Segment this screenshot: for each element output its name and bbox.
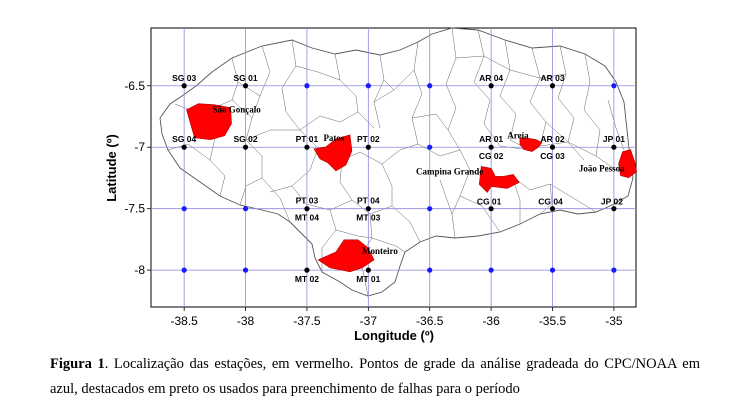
used-grid-point <box>488 83 494 89</box>
grid-point <box>304 83 310 89</box>
grid-point <box>611 83 617 89</box>
station-label-patos: Patos <box>323 133 344 143</box>
station-map: São Gonçalo Patos Areia Campina Grande João … <box>104 27 637 343</box>
y-axis-title: Latitude (º) <box>104 134 119 202</box>
grid-point <box>427 83 433 89</box>
used-grid-point <box>181 83 187 89</box>
x-tick-label: -35.5 <box>539 314 567 328</box>
point-label-pt-02: PT 02 <box>357 134 380 144</box>
x-tick-label: -38.5 <box>170 314 198 328</box>
grid-point <box>242 206 249 212</box>
used-grid-point <box>549 206 556 212</box>
y-tick-label: -7 <box>134 140 145 154</box>
station-area-campina-grande <box>478 166 520 193</box>
grid-point <box>181 267 187 273</box>
grid-point <box>427 144 433 150</box>
point-label-ar-01: AR 01 <box>479 134 503 144</box>
axis-ticks: -38.5 -38 -37.5 -37 -36.5 -36 -35.5 -35 -6.5 -7 -7… <box>124 79 623 328</box>
used-grid-point <box>611 144 617 150</box>
station-label-campina-grande: Campina Grande <box>416 166 483 176</box>
grid-points <box>181 83 617 273</box>
used-grid-point <box>242 144 249 150</box>
used-grid-point <box>549 144 556 150</box>
point-label-cg-03: CG 03 <box>540 151 565 161</box>
figure-caption: Figura 1. Localização das estações, em v… <box>50 352 700 402</box>
used-grid-point <box>181 144 187 150</box>
grid-point <box>549 267 556 273</box>
state-outline <box>159 27 634 297</box>
used-grid-point <box>488 206 494 212</box>
point-labels: SG 03 SG 01 AR 04 AR 03 SG 04 SG 02 PT 01 PT 02… <box>172 73 625 284</box>
grid-point <box>427 267 433 273</box>
used-grid-point <box>611 206 617 212</box>
grid-lines <box>151 28 636 307</box>
point-label-jp-02: JP 02 <box>601 197 623 207</box>
station-label-areia: Areia <box>507 131 529 141</box>
point-label-cg-04: CG 04 <box>538 197 563 207</box>
station-area-patos <box>313 134 353 172</box>
point-label-ar-03: AR 03 <box>540 73 564 83</box>
station-label-joao-pessoa: João Pessoa <box>579 164 625 174</box>
y-tick-label: -6.5 <box>124 79 145 93</box>
point-label-jp-01: JP 01 <box>603 134 625 144</box>
used-grid-point <box>304 267 310 273</box>
point-label-sg-02: SG 02 <box>233 134 257 144</box>
used-grid-point <box>304 144 310 150</box>
point-label-pt-03: PT 03 <box>296 196 319 206</box>
used-grid-point <box>488 144 494 150</box>
caption-label: Figura 1 <box>50 356 105 372</box>
station-area-sao-goncalo <box>186 103 232 141</box>
point-label-mt-02: MT 02 <box>295 274 319 284</box>
point-label-sg-04: SG 04 <box>172 134 196 144</box>
x-axis-title: Longitude (º) <box>354 328 434 343</box>
point-label-pt-04: PT 04 <box>357 196 380 206</box>
station-area-monteiro <box>317 239 375 273</box>
x-tick-label: -37 <box>360 314 378 328</box>
station-area-areia <box>519 137 543 152</box>
grid-point <box>427 206 433 212</box>
x-tick-label: -37.5 <box>293 314 321 328</box>
x-tick-label: -36 <box>482 314 500 328</box>
grid-point <box>242 267 249 273</box>
point-label-ar-02: AR 02 <box>540 134 564 144</box>
y-tick-label: -8 <box>134 263 145 277</box>
station-areas: São Gonçalo Patos Areia Campina Grande João … <box>186 103 637 273</box>
point-label-mt-03: MT 03 <box>356 213 380 223</box>
caption-text: . Localização das estações, em vermelho.… <box>50 356 700 397</box>
used-grid-point <box>365 144 371 150</box>
point-label-sg-01: SG 01 <box>233 73 257 83</box>
used-grid-point <box>242 83 249 89</box>
x-tick-label: -36.5 <box>416 314 444 328</box>
municipal-boundaries <box>167 27 625 297</box>
point-label-cg-02: CG 02 <box>479 151 504 161</box>
used-grid-point <box>365 267 371 273</box>
used-grid-point <box>365 206 371 212</box>
station-label-sao-goncalo: São Gonçalo <box>213 105 262 115</box>
point-label-pt-01: PT 01 <box>296 134 319 144</box>
y-tick-label: -7.5 <box>124 202 145 216</box>
point-label-mt-01: MT 01 <box>356 274 380 284</box>
grid-point <box>611 267 617 273</box>
used-grid-point <box>304 206 310 212</box>
point-label-cg-01: CG 01 <box>477 197 502 207</box>
used-grid-point <box>549 83 556 89</box>
point-label-mt-04: MT 04 <box>295 213 319 223</box>
point-label-sg-03: SG 03 <box>172 73 196 83</box>
x-tick-label: -35 <box>605 314 623 328</box>
grid-point <box>488 267 494 273</box>
grid-point <box>181 206 187 212</box>
station-label-monteiro: Monteiro <box>362 246 398 256</box>
grid-point <box>365 83 371 89</box>
x-tick-label: -38 <box>237 314 255 328</box>
station-area-joao-pessoa <box>618 149 637 178</box>
point-label-ar-04: AR 04 <box>479 73 503 83</box>
